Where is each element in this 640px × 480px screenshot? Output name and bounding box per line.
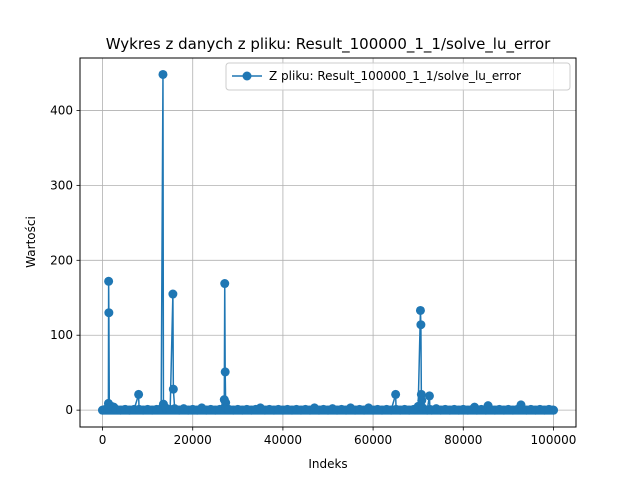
plot-area-frame xyxy=(79,57,577,428)
data-point xyxy=(424,391,434,401)
data-point xyxy=(104,276,114,286)
data-point xyxy=(415,305,425,315)
x-axis-label: Indeks xyxy=(308,457,347,471)
y-tick-label: 0 xyxy=(65,403,73,417)
y-tick-label: 200 xyxy=(50,253,73,267)
data-point xyxy=(416,320,426,330)
legend-label: Z pliku: Result_100000_1_1/solve_lu_erro… xyxy=(269,69,521,83)
y-tick-label: 300 xyxy=(50,178,73,192)
data-point xyxy=(168,384,178,394)
y-tick-label: 400 xyxy=(50,103,73,117)
x-tick-label: 0 xyxy=(99,433,107,447)
data-point xyxy=(158,69,168,79)
x-tick-label: 100000 xyxy=(531,433,577,447)
chart-title: Wykres z danych z pliku: Result_100000_1… xyxy=(106,35,551,54)
data-point xyxy=(548,405,558,415)
data-point xyxy=(391,389,401,399)
data-point xyxy=(220,279,230,289)
y-axis-label: Wartości xyxy=(24,216,38,268)
axis-ticks: 0 20000 40000 60000 80000 100000 0 100 200 300 400 xyxy=(50,103,576,447)
x-tick-label: 60000 xyxy=(354,433,392,447)
grid-lines xyxy=(80,58,576,427)
data-point xyxy=(417,395,427,405)
y-tick-label: 100 xyxy=(50,328,73,342)
data-point xyxy=(134,389,144,399)
data-point xyxy=(104,308,114,318)
series-line xyxy=(102,73,554,411)
data-point xyxy=(220,367,230,377)
x-tick-label: 20000 xyxy=(174,433,212,447)
legend-marker-sample xyxy=(242,71,252,81)
series-layer xyxy=(98,69,558,415)
legend: Z pliku: Result_100000_1_1/solve_lu_erro… xyxy=(225,62,571,91)
legend-box xyxy=(225,62,571,91)
x-tick-label: 80000 xyxy=(444,433,482,447)
data-point xyxy=(168,289,178,299)
x-tick-label: 40000 xyxy=(264,433,302,447)
